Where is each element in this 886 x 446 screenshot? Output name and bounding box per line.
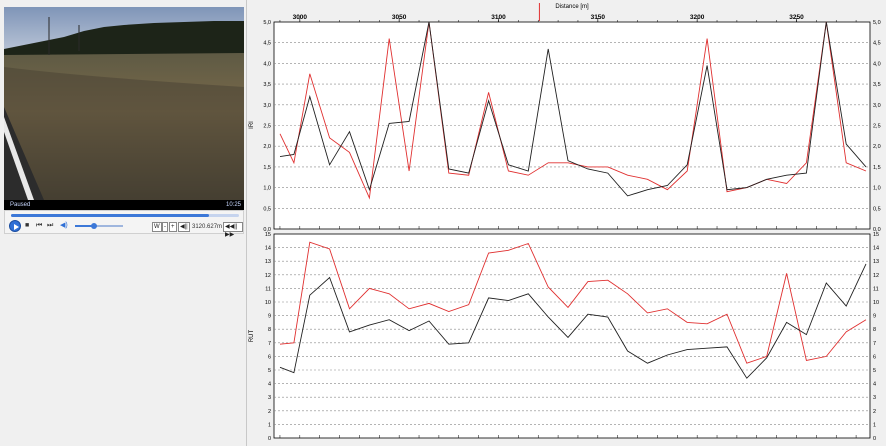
rut-ytick-left: 3	[268, 395, 271, 401]
distance-axis: 3000 3050 3100 3150 3200 3250	[279, 14, 857, 22]
rut-ytick-left: 9	[268, 314, 271, 320]
rut-ytick-right: 1	[873, 422, 876, 428]
rut-series	[279, 241, 867, 379]
position-readout: 3120.627m	[192, 224, 223, 230]
iri-ytick-right: 5,0	[873, 20, 881, 26]
rut-ytick-left: 15	[265, 232, 271, 238]
iri-ytick-left: 0,0	[263, 227, 271, 233]
iri-ytick-right: 0,0	[873, 227, 881, 233]
rut-ytick-left: 12	[265, 273, 271, 279]
rut-ytick-right: 9	[873, 314, 876, 320]
distance-axis-label: Distance [m]	[555, 4, 589, 10]
iri-axis-label: IRI	[249, 121, 255, 129]
rut-ytick-left: 5	[268, 368, 271, 374]
video-player-pane: Paused 10:25 ■ ⏮ ⏭ ◀) W - + ◀|| 3120.627…	[0, 0, 247, 446]
player-controls: ■ ⏮ ⏭ ◀) W - + ◀|| 3120.627m ◀◀||▶▶	[4, 210, 244, 238]
mini-button-minus[interactable]: -	[162, 222, 168, 232]
rut-ytick-left: 11	[265, 286, 271, 292]
rut-ytick-right: 14	[873, 246, 879, 252]
chart-panel: 0,0 0,0 0,5 0,5 1,0 1,0 1,5 1,5 2,0 2,0 2,5 2,5 3,0 3…	[249, 3, 881, 442]
x-tick-label: 3150	[591, 14, 606, 21]
rut-ytick-right: 7	[873, 341, 876, 347]
rut-ytick-right: 15	[873, 232, 879, 238]
iri-ytick-left: 3,0	[263, 103, 271, 109]
iri-series	[279, 21, 867, 200]
rut-ytick-right: 12	[873, 273, 879, 279]
mini-button-w[interactable]: W	[152, 222, 162, 232]
rut-ytick-right: 2	[873, 409, 876, 415]
volume-slider[interactable]	[75, 223, 123, 229]
rut-ytick-right: 10	[873, 300, 879, 306]
volume-knob[interactable]	[91, 223, 97, 229]
frame-back-button[interactable]: ◀||	[178, 222, 190, 232]
iri-grid: 0,0 0,0 0,5 0,5 1,0 1,0 1,5 1,5 2,0 2,0 2,5 2,5 3,0 3…	[263, 20, 880, 233]
rut-ytick-left: 10	[265, 300, 271, 306]
rut-ytick-right: 5	[873, 368, 876, 374]
rut-ytick-left: 14	[265, 246, 271, 252]
mini-button-plus[interactable]: +	[169, 222, 177, 232]
video-frame[interactable]	[4, 7, 244, 210]
x-tick-label: 3250	[789, 14, 804, 21]
stop-icon[interactable]: ■	[25, 222, 30, 229]
iri-ytick-right: 3,0	[873, 103, 881, 109]
rut-series-black	[279, 263, 867, 379]
rut-ytick-right: 8	[873, 327, 876, 333]
seek-bar[interactable]	[11, 214, 239, 217]
iri-ytick-right: 2,0	[873, 144, 881, 150]
iri-ytick-right: 2,5	[873, 124, 881, 130]
rut-ytick-left: 0	[268, 436, 271, 442]
player-status-bar: Paused 10:25	[4, 200, 244, 210]
rut-ytick-right: 0	[873, 436, 876, 442]
x-tick-label: 3050	[392, 14, 407, 21]
rut-ytick-right: 3	[873, 395, 876, 401]
x-tick-label: 3100	[491, 14, 506, 21]
rut-ytick-left: 1	[268, 422, 271, 428]
x-tick-label: 3000	[293, 14, 308, 21]
playback-status: Paused	[10, 202, 31, 208]
iri-ytick-left: 4,5	[263, 41, 271, 47]
rut-axis-label: RUT	[249, 330, 255, 343]
iri-ytick-left: 1,0	[263, 186, 271, 192]
rut-ytick-right: 13	[873, 259, 879, 265]
iri-ytick-left: 1,5	[263, 165, 271, 171]
rut-ytick-left: 6	[268, 354, 271, 360]
rut-ytick-right: 11	[873, 286, 879, 292]
iri-ytick-right: 3,5	[873, 82, 881, 88]
iri-ytick-right: 0,5	[873, 206, 881, 212]
iri-ytick-left: 2,0	[263, 144, 271, 150]
iri-ytick-right: 4,0	[873, 61, 881, 67]
rut-ytick-left: 13	[265, 259, 271, 265]
loop-button[interactable]: ◀◀||▶▶	[223, 222, 243, 238]
rut-ytick-left: 7	[268, 341, 271, 347]
play-button[interactable]	[9, 220, 21, 232]
seek-progress	[11, 214, 210, 217]
volume-icon[interactable]: ◀)	[60, 222, 68, 229]
iri-series-black	[279, 21, 867, 197]
iri-ytick-left: 4,0	[263, 61, 271, 67]
rut-ytick-left: 4	[268, 382, 271, 388]
iri-ytick-left: 5,0	[263, 20, 271, 26]
x-tick-label: 3200	[690, 14, 705, 21]
rut-series-red	[279, 241, 867, 364]
next-icon[interactable]: ⏭	[47, 222, 54, 229]
iri-ytick-left: 2,5	[263, 124, 271, 130]
rut-ytick-left: 8	[268, 327, 271, 333]
previous-icon[interactable]: ⏮	[36, 222, 43, 229]
rut-ytick-left: 2	[268, 409, 271, 415]
iri-ytick-right: 4,5	[873, 41, 881, 47]
iri-ytick-left: 0,5	[263, 206, 271, 212]
rut-ytick-right: 6	[873, 354, 876, 360]
rut-ytick-right: 4	[873, 382, 876, 388]
iri-ytick-right: 1,5	[873, 165, 881, 171]
iri-ytick-left: 3,5	[263, 82, 271, 88]
iri-ytick-right: 1,0	[873, 186, 881, 192]
playback-time: 10:25	[225, 202, 241, 208]
volume-level	[75, 225, 92, 227]
rut-plot-area	[273, 233, 871, 439]
